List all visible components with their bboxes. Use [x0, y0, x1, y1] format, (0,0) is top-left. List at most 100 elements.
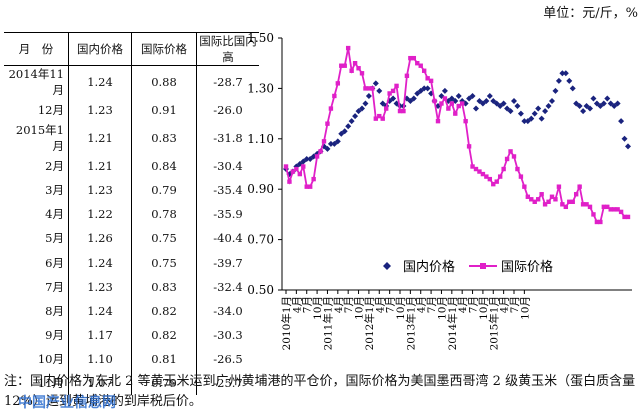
x-tick-label: 4月	[457, 296, 469, 313]
data-point-international	[325, 121, 330, 126]
data-point-domestic	[531, 110, 538, 117]
data-point-domestic	[555, 77, 562, 84]
x-tick-label: 7月	[302, 296, 314, 313]
cell-diff: -32.4	[213, 279, 243, 294]
cell-diff: -35.9	[213, 207, 243, 222]
cell-month: 2015年1月	[4, 122, 69, 155]
data-point-international	[535, 197, 541, 202]
y-tick-label: 1.50	[247, 31, 274, 45]
cell-international: 0.88	[131, 65, 197, 98]
data-point-international	[605, 204, 610, 210]
data-point-domestic	[542, 108, 549, 115]
data-point-domestic	[345, 123, 352, 130]
data-point-domestic	[514, 103, 521, 110]
data-point-international	[625, 214, 631, 220]
data-point-domestic	[393, 100, 400, 107]
data-point-international	[335, 81, 341, 86]
data-point-domestic	[552, 87, 559, 94]
data-point-domestic	[376, 87, 383, 94]
cell-diff: -25.7	[213, 375, 243, 390]
x-tick-label: 7月	[468, 296, 480, 313]
data-point-international	[529, 197, 534, 202]
data-point-international	[553, 197, 558, 202]
data-point-international	[380, 116, 385, 121]
data-point-domestic	[621, 135, 628, 142]
table-row: 7月 1.23 0.83 -32.4	[4, 274, 259, 299]
table-row: 5月 1.26 0.75 -40.4	[4, 226, 259, 251]
cell-international: 0.83	[131, 122, 197, 155]
data-point-international	[497, 174, 503, 179]
x-tick-label: 10月	[312, 296, 324, 320]
data-point-domestic	[341, 128, 348, 135]
data-point-domestic	[562, 70, 569, 77]
cell-international: 0.79	[131, 178, 197, 203]
data-point-international	[580, 202, 586, 207]
data-point-international	[546, 199, 551, 204]
data-point-domestic	[625, 143, 631, 150]
cell-international: 0.79	[131, 370, 197, 396]
y-tick-label: 1.10	[247, 132, 274, 146]
data-point-international	[339, 63, 344, 68]
x-tick-label: 10月	[478, 296, 490, 320]
data-point-international	[307, 184, 313, 189]
data-point-international	[290, 169, 296, 174]
data-point-international	[435, 118, 441, 124]
x-tick-label: 4月	[291, 296, 303, 313]
price-line-chart: 0.500.700.901.101.301.502010年1月4月7月10月20…	[247, 31, 632, 350]
data-point-international	[615, 207, 620, 212]
cell-month: 3月	[4, 178, 69, 203]
data-point-domestic	[365, 92, 372, 99]
x-tick-label: 2013年1月	[404, 296, 417, 350]
data-point-domestic	[614, 100, 621, 107]
data-point-international	[611, 207, 617, 212]
table-row: 8月 1.24 0.82 -34.0	[4, 298, 259, 323]
header-diff: 国际比国内高	[196, 32, 259, 66]
data-point-international	[522, 184, 527, 189]
data-point-domestic	[587, 105, 593, 112]
data-point-international	[383, 106, 389, 111]
data-point-international	[463, 118, 468, 124]
data-point-domestic	[359, 105, 365, 112]
data-point-international	[401, 108, 406, 114]
cell-diff: -30.4	[213, 159, 243, 174]
data-point-international	[470, 164, 475, 169]
table-row: 2015年1月 1.21 0.83 -31.8	[4, 122, 259, 155]
data-point-international	[542, 202, 548, 207]
data-point-international	[449, 101, 455, 106]
data-point-international	[491, 181, 496, 187]
data-point-domestic	[604, 95, 611, 102]
cell-month: 2月	[4, 154, 69, 179]
data-point-international	[601, 204, 607, 210]
data-point-domestic	[580, 108, 587, 115]
data-point-domestic	[469, 92, 476, 99]
cell-diff: -30.3	[213, 327, 243, 342]
data-point-international	[287, 179, 292, 184]
data-point-domestic	[417, 87, 424, 94]
data-point-domestic	[500, 100, 507, 107]
data-point-international	[394, 83, 399, 89]
cell-domestic: 1.10	[68, 346, 132, 371]
data-point-domestic	[576, 103, 583, 110]
data-point-international	[390, 88, 396, 94]
cell-diff: -31.8	[213, 131, 243, 146]
cell-diff: -39.7	[213, 255, 243, 270]
data-point-international	[418, 63, 423, 68]
data-point-domestic	[379, 100, 386, 107]
data-point-international	[345, 45, 351, 51]
cell-month: 6月	[4, 250, 69, 275]
data-point-international	[511, 154, 517, 159]
data-point-international	[328, 106, 334, 111]
cell-month: 7月	[4, 274, 69, 299]
data-point-international	[446, 106, 451, 111]
x-tick-label: 4月	[499, 296, 511, 313]
data-point-international	[304, 184, 309, 189]
x-tick-label: 7月	[385, 296, 397, 313]
data-point-domestic	[300, 158, 307, 165]
data-point-international	[283, 164, 289, 169]
watermark-logo: 中国产业信息网	[18, 395, 116, 411]
cell-diff: -26.0	[213, 103, 243, 118]
x-tick-label: 10月	[519, 296, 531, 320]
data-point-domestic	[334, 138, 341, 145]
data-point-international	[584, 202, 589, 207]
data-point-international	[370, 86, 375, 91]
